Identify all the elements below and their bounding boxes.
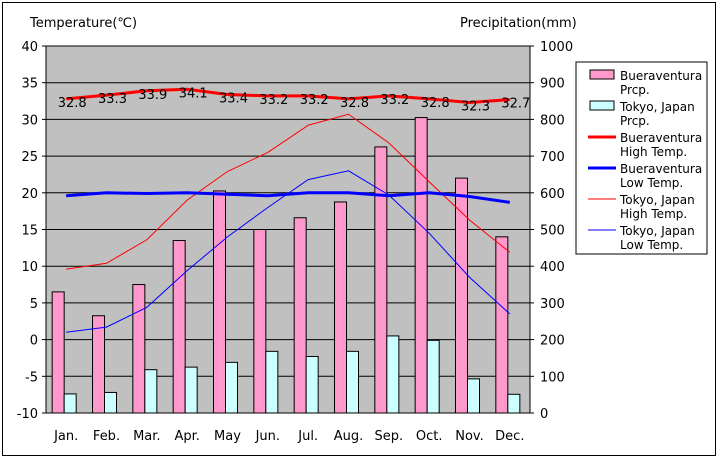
bar	[374, 146, 388, 414]
left-tick-label: 10	[21, 260, 38, 275]
x-tick-label: Mar.	[133, 429, 160, 444]
legend-label: Tokyo, Japan	[619, 100, 695, 114]
right-axis-title: Precipitation(mm)	[460, 16, 577, 31]
legend-label: Tokyo, Japan	[619, 193, 695, 207]
data-label: 33.2	[300, 93, 329, 108]
series-line	[66, 113, 511, 270]
legend-label: Low Temp.	[620, 176, 683, 190]
left-tick-label: -5	[25, 370, 38, 385]
bar	[346, 350, 359, 414]
legend-label: Prcp.	[620, 83, 650, 97]
bar	[426, 339, 440, 414]
left-tick-label: -10	[17, 407, 38, 422]
bar	[51, 291, 65, 414]
bar	[92, 315, 105, 414]
x-tick-label: Jul.	[297, 429, 318, 444]
x-tick-label: Oct.	[416, 429, 443, 444]
legend-label: Prcp.	[620, 114, 650, 128]
data-label: 33.2	[259, 93, 288, 108]
right-tick-label: 300	[540, 297, 565, 312]
bar	[225, 361, 238, 414]
data-label: 32.3	[461, 100, 490, 115]
data-label: 32.8	[421, 96, 450, 111]
legend-label: Bueraventura	[620, 162, 702, 176]
x-tick-label: Nov.	[455, 429, 484, 444]
legend-label: High Temp.	[620, 145, 687, 159]
data-label: 33.4	[219, 91, 248, 106]
bar	[455, 177, 468, 414]
series-line	[66, 191, 511, 204]
left-axis-title: Temperature(℃)	[29, 16, 137, 31]
left-tick-label: 15	[21, 224, 38, 239]
data-label: 33.2	[380, 93, 409, 108]
bar	[253, 229, 267, 414]
legend-swatch	[589, 69, 615, 80]
right-tick-label: 0	[540, 407, 548, 422]
right-tick-label: 100	[540, 370, 565, 385]
data-label: 33.9	[138, 88, 167, 103]
x-tick-label: Dec.	[495, 429, 524, 444]
bar	[213, 190, 226, 414]
x-tick-label: Feb.	[93, 429, 120, 444]
left-tick-label: 5	[30, 297, 38, 312]
legend-label: Low Temp.	[620, 238, 683, 252]
left-tick-label: 35	[21, 77, 38, 92]
x-tick-label: Apr.	[174, 429, 199, 444]
data-label: 32.7	[501, 97, 530, 112]
bar	[414, 117, 428, 414]
right-tick-label: 200	[540, 334, 565, 349]
right-tick-label: 900	[540, 77, 565, 92]
legend-label: Tokyo, Japan	[619, 224, 695, 238]
bar	[495, 236, 509, 414]
bar	[144, 369, 158, 414]
left-tick-label: 25	[21, 150, 38, 165]
series-line	[66, 87, 510, 105]
right-tick-label: 800	[540, 113, 565, 128]
right-tick-label: 400	[540, 260, 565, 275]
legend-label: High Temp.	[620, 207, 687, 221]
x-tick-label: Jun.	[255, 429, 280, 444]
bar	[293, 217, 307, 414]
data-label: 33.3	[98, 92, 127, 107]
data-label: 34.1	[179, 86, 208, 101]
left-tick-label: 0	[30, 334, 38, 349]
bar	[386, 335, 400, 414]
right-tick-label: 700	[540, 150, 565, 165]
x-tick-label: Sep.	[375, 429, 404, 444]
bar	[104, 391, 117, 414]
x-tick-label: Aug.	[334, 429, 364, 444]
right-tick-label: 1000	[540, 40, 573, 55]
x-tick-label: May	[214, 429, 241, 444]
right-tick-label: 500	[540, 224, 565, 239]
bar	[63, 393, 77, 414]
bar	[305, 355, 319, 414]
bar	[334, 201, 347, 414]
bar	[507, 393, 521, 414]
left-tick-label: 20	[21, 187, 38, 202]
bar	[172, 240, 186, 414]
x-tick-label: Jan.	[53, 429, 78, 444]
bar	[132, 284, 146, 414]
bar	[467, 378, 480, 414]
bar	[265, 350, 279, 414]
right-tick-label: 600	[540, 187, 565, 202]
data-label: 32.8	[340, 96, 369, 111]
left-tick-label: 30	[21, 113, 38, 128]
left-tick-label: 40	[21, 40, 38, 55]
legend-label: Bueraventura	[620, 131, 702, 145]
legend-label: Bueraventura	[620, 69, 702, 83]
legend-box	[575, 61, 708, 255]
data-label: 32.8	[58, 96, 87, 111]
legend-swatch	[589, 100, 615, 111]
bar	[184, 366, 198, 414]
